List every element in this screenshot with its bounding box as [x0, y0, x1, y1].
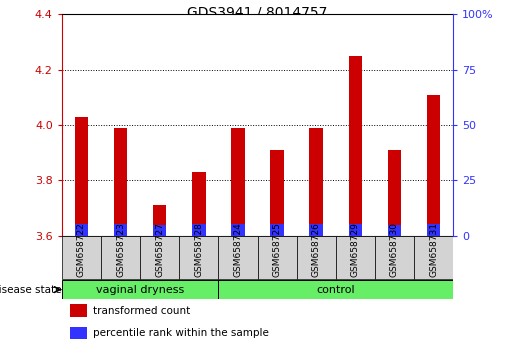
- Bar: [70, 304, 87, 317]
- Text: GSM658728: GSM658728: [194, 222, 203, 277]
- Bar: [218, 280, 453, 299]
- Bar: [427, 95, 440, 236]
- Text: GSM658723: GSM658723: [116, 222, 125, 277]
- Bar: [310, 224, 323, 236]
- Bar: [192, 224, 205, 236]
- Text: vaginal dryness: vaginal dryness: [96, 285, 184, 295]
- Bar: [62, 280, 218, 299]
- Bar: [414, 236, 453, 279]
- Text: GSM658725: GSM658725: [272, 222, 282, 277]
- Bar: [270, 150, 284, 236]
- Text: GSM658731: GSM658731: [429, 222, 438, 277]
- Bar: [75, 117, 88, 236]
- Bar: [388, 225, 401, 236]
- Bar: [258, 236, 297, 279]
- Bar: [218, 236, 258, 279]
- Text: disease state: disease state: [0, 285, 61, 295]
- Text: GSM658722: GSM658722: [77, 222, 86, 277]
- Bar: [297, 236, 336, 279]
- Bar: [75, 224, 88, 236]
- Text: percentile rank within the sample: percentile rank within the sample: [93, 328, 269, 338]
- Bar: [62, 236, 101, 279]
- Bar: [153, 205, 166, 236]
- Bar: [349, 56, 362, 236]
- Bar: [310, 128, 323, 236]
- Bar: [427, 224, 440, 236]
- Bar: [114, 128, 127, 236]
- Text: GSM658724: GSM658724: [233, 222, 243, 277]
- Bar: [192, 172, 205, 236]
- Bar: [179, 236, 218, 279]
- Text: GDS3941 / 8014757: GDS3941 / 8014757: [187, 6, 328, 19]
- Bar: [101, 236, 140, 279]
- Bar: [140, 236, 179, 279]
- Bar: [349, 224, 362, 236]
- Text: GSM658730: GSM658730: [390, 222, 399, 277]
- Bar: [153, 225, 166, 236]
- Bar: [231, 128, 245, 236]
- Bar: [231, 224, 245, 236]
- Text: GSM658729: GSM658729: [351, 222, 360, 277]
- Bar: [114, 224, 127, 236]
- Text: GSM658726: GSM658726: [312, 222, 321, 277]
- Bar: [375, 236, 414, 279]
- Text: control: control: [316, 285, 355, 295]
- Bar: [388, 150, 401, 236]
- Text: GSM658727: GSM658727: [155, 222, 164, 277]
- Text: transformed count: transformed count: [93, 306, 191, 316]
- Bar: [70, 326, 87, 339]
- Bar: [336, 236, 375, 279]
- Bar: [270, 224, 284, 236]
